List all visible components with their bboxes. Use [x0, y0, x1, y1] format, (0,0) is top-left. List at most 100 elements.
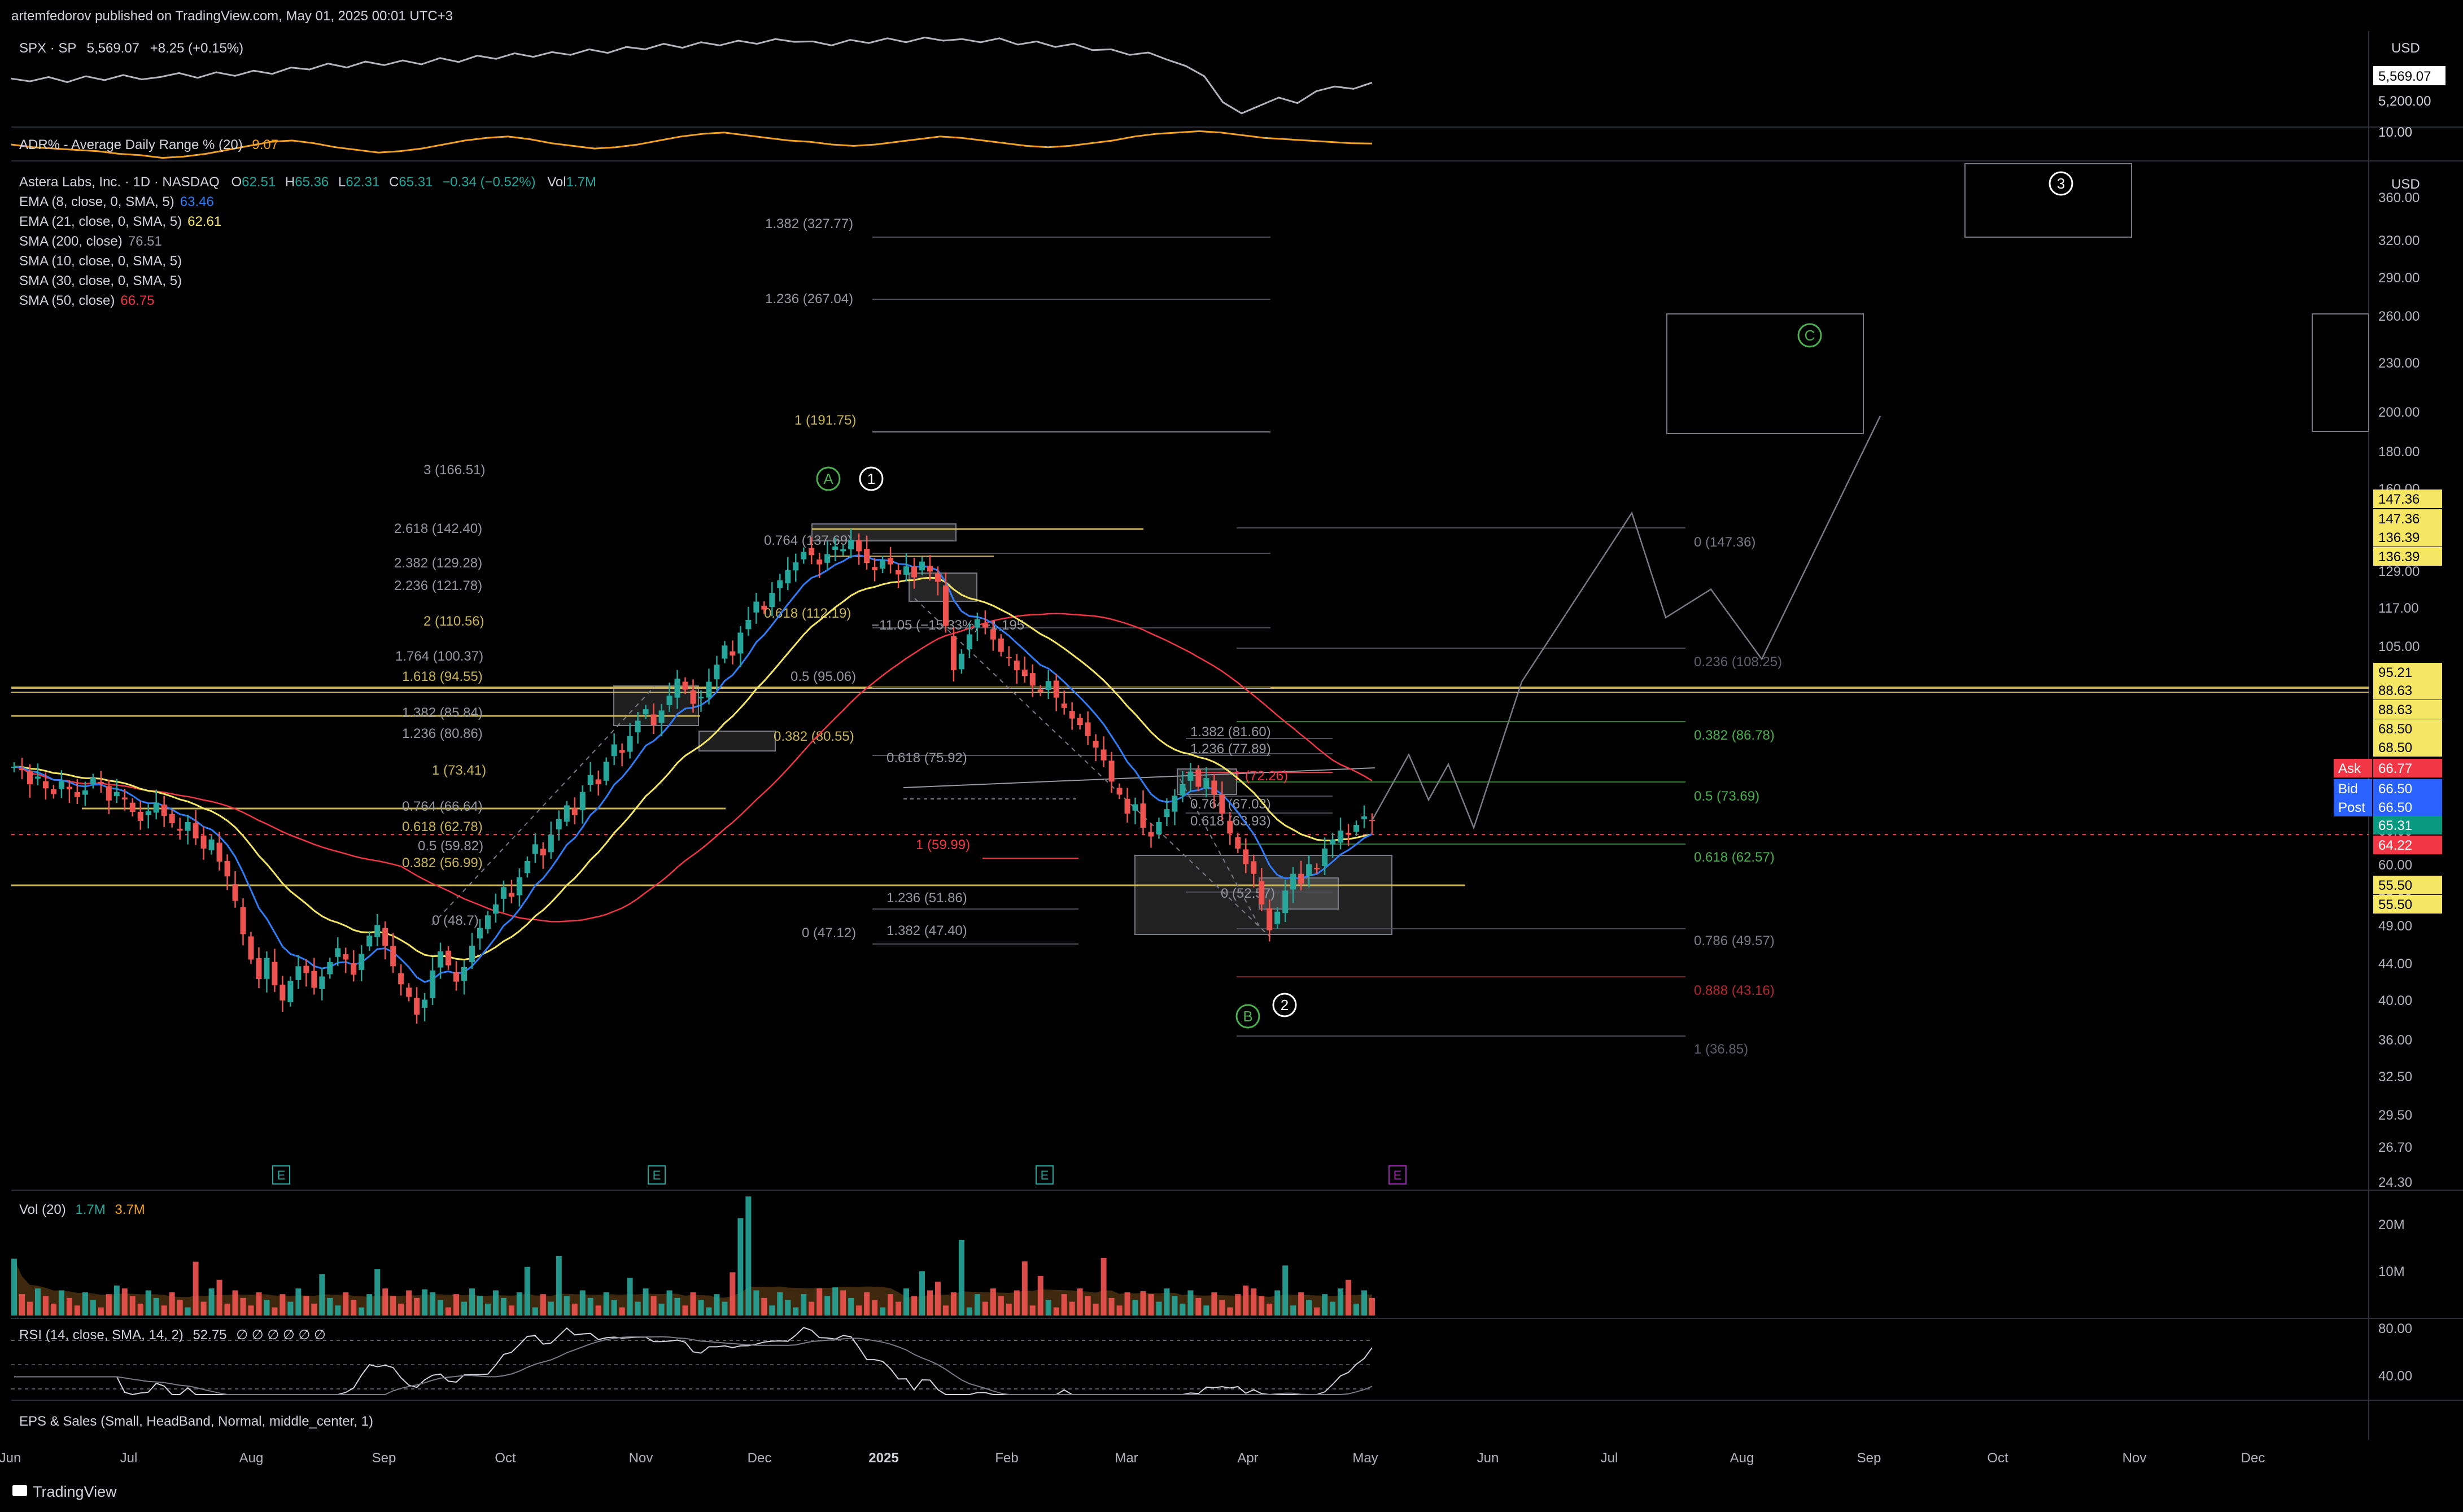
volume-bar [643, 1288, 649, 1316]
brand-footer[interactable]: TradingView [12, 1483, 117, 1500]
ohlc-key: L [338, 174, 346, 190]
earnings-markers[interactable]: E E E E [272, 1165, 1407, 1185]
candle [492, 893, 499, 923]
volume-bar [880, 1307, 886, 1316]
consolidation-box-dec[interactable] [698, 731, 776, 751]
time-axis-label: Oct [495, 1450, 516, 1466]
rsi-axis-label: 40.00 [2378, 1369, 2412, 1384]
spx-currency[interactable]: USD [2391, 41, 2420, 56]
volume-bar [280, 1294, 286, 1316]
candle [1227, 812, 1233, 845]
svg-text:66.50: 66.50 [2378, 781, 2412, 797]
volume-bar [1085, 1296, 1091, 1316]
fib-label: 1.382 (81.60) [1190, 724, 1271, 740]
spx-pane[interactable]: SPX · SP 5,569.07 +8.25 (+0.15%) USD 5,5… [11, 36, 2445, 115]
candle [414, 987, 420, 1024]
target-box-wave-3[interactable] [1964, 163, 2132, 238]
candle [1306, 855, 1312, 888]
candle [942, 572, 949, 633]
rsi-pane[interactable]: RSI (14, close, SMA, 14, 2) 52.75 ∅ ∅ ∅ … [11, 1321, 2412, 1396]
horizontal-levels[interactable] [11, 528, 2369, 886]
svg-text:147.36: 147.36 [2378, 512, 2420, 527]
candle [1006, 646, 1012, 667]
target-box-edge[interactable] [2312, 313, 2369, 432]
ohlc-key: C [389, 174, 399, 190]
candle [1077, 713, 1083, 730]
price-tag: 66.77 Ask [2334, 759, 2442, 777]
time-axis[interactable]: Jun Jul Aug Sep Oct Nov Dec 2025 Feb Mar Apr May Jun… [0, 1450, 2265, 1466]
candle [1235, 833, 1241, 853]
fib-label: 2.618 (142.40) [394, 521, 482, 536]
main-title: Astera Labs, Inc. · 1D · NASDAQ [19, 174, 220, 190]
volume-bar [382, 1288, 388, 1316]
volume-bar [682, 1305, 688, 1316]
candle [1243, 838, 1249, 873]
candle [1219, 781, 1225, 820]
candle [1014, 654, 1020, 684]
candle [295, 955, 302, 989]
volume-bar [761, 1297, 767, 1316]
volume-bar [1227, 1307, 1233, 1316]
volume-bar [50, 1303, 56, 1316]
volume-bar [982, 1301, 988, 1316]
candle [1290, 867, 1296, 903]
volume-bar [950, 1292, 957, 1316]
volume-bar [90, 1300, 96, 1316]
volume-bar [793, 1307, 799, 1316]
volume-bar [1219, 1300, 1225, 1316]
price-axis-label: 32.50 [2378, 1069, 2412, 1085]
candle [1203, 767, 1209, 798]
fib-label: 0 (52.57) [1221, 886, 1275, 901]
price-axis-label: 260.00 [2378, 309, 2420, 324]
candle [532, 833, 538, 863]
tradingview-logo-icon [12, 1485, 27, 1496]
wave-label-circle [1272, 993, 1297, 1017]
candle [1037, 685, 1043, 696]
time-axis-label: Aug [1730, 1450, 1754, 1466]
candle [90, 774, 96, 789]
wave-label-circle [816, 466, 841, 491]
candle [185, 815, 191, 845]
adr-line [11, 130, 1373, 159]
volume-bar [848, 1297, 854, 1316]
svg-text:64.22: 64.22 [2378, 838, 2412, 853]
projection-path[interactable] [1371, 416, 1881, 830]
candle [1148, 823, 1154, 848]
volume-pane[interactable]: Vol (20) 1.7M 3.7M 20M 10M [11, 1196, 2405, 1316]
main-legend[interactable]: Astera Labs, Inc. · 1D · NASDAQ O62.51 H… [19, 174, 596, 308]
fib-label: 1 (36.85) [1694, 1042, 1748, 1057]
candle [500, 880, 506, 912]
earnings-marker-label: E [277, 1168, 286, 1182]
candle [11, 762, 17, 773]
ohlc-value: 65.36 [295, 174, 329, 190]
spx-symbol: SPX · SP [19, 41, 76, 56]
fib-label: 1.382 (85.84) [402, 705, 483, 720]
candle [508, 880, 514, 904]
svg-text:55.50: 55.50 [2378, 897, 2412, 912]
top-box-jan[interactable] [811, 523, 957, 541]
main-price-pane[interactable]: 1.382 (327.77) 1.236 (267.04) 1 (191.75)… [11, 163, 2442, 1190]
candle [524, 856, 530, 878]
volume-bar [1353, 1303, 1360, 1316]
candle [287, 976, 294, 1007]
candle [690, 679, 696, 713]
volume-bar [19, 1294, 25, 1316]
candle [658, 703, 665, 737]
candle [627, 723, 633, 759]
candlesticks[interactable] [11, 528, 1375, 1024]
candle [374, 914, 381, 946]
volume-bar [98, 1307, 104, 1316]
candle [58, 770, 64, 798]
volume-bar [595, 1305, 601, 1316]
volume-bar [698, 1300, 704, 1316]
target-box-wave-c[interactable] [1666, 313, 1864, 434]
volume-bar [224, 1303, 230, 1316]
volume-bar [264, 1300, 270, 1316]
svg-text:68.50: 68.50 [2378, 740, 2412, 755]
adr-pane[interactable]: ADR% - Average Daily Range % (20) 9.07 1… [11, 125, 2412, 159]
volume-value: 1.7M [75, 1202, 105, 1217]
fib-extension-lines[interactable] [872, 237, 1685, 1037]
volume-bar [745, 1196, 752, 1316]
main-currency[interactable]: USD [2391, 177, 2420, 192]
